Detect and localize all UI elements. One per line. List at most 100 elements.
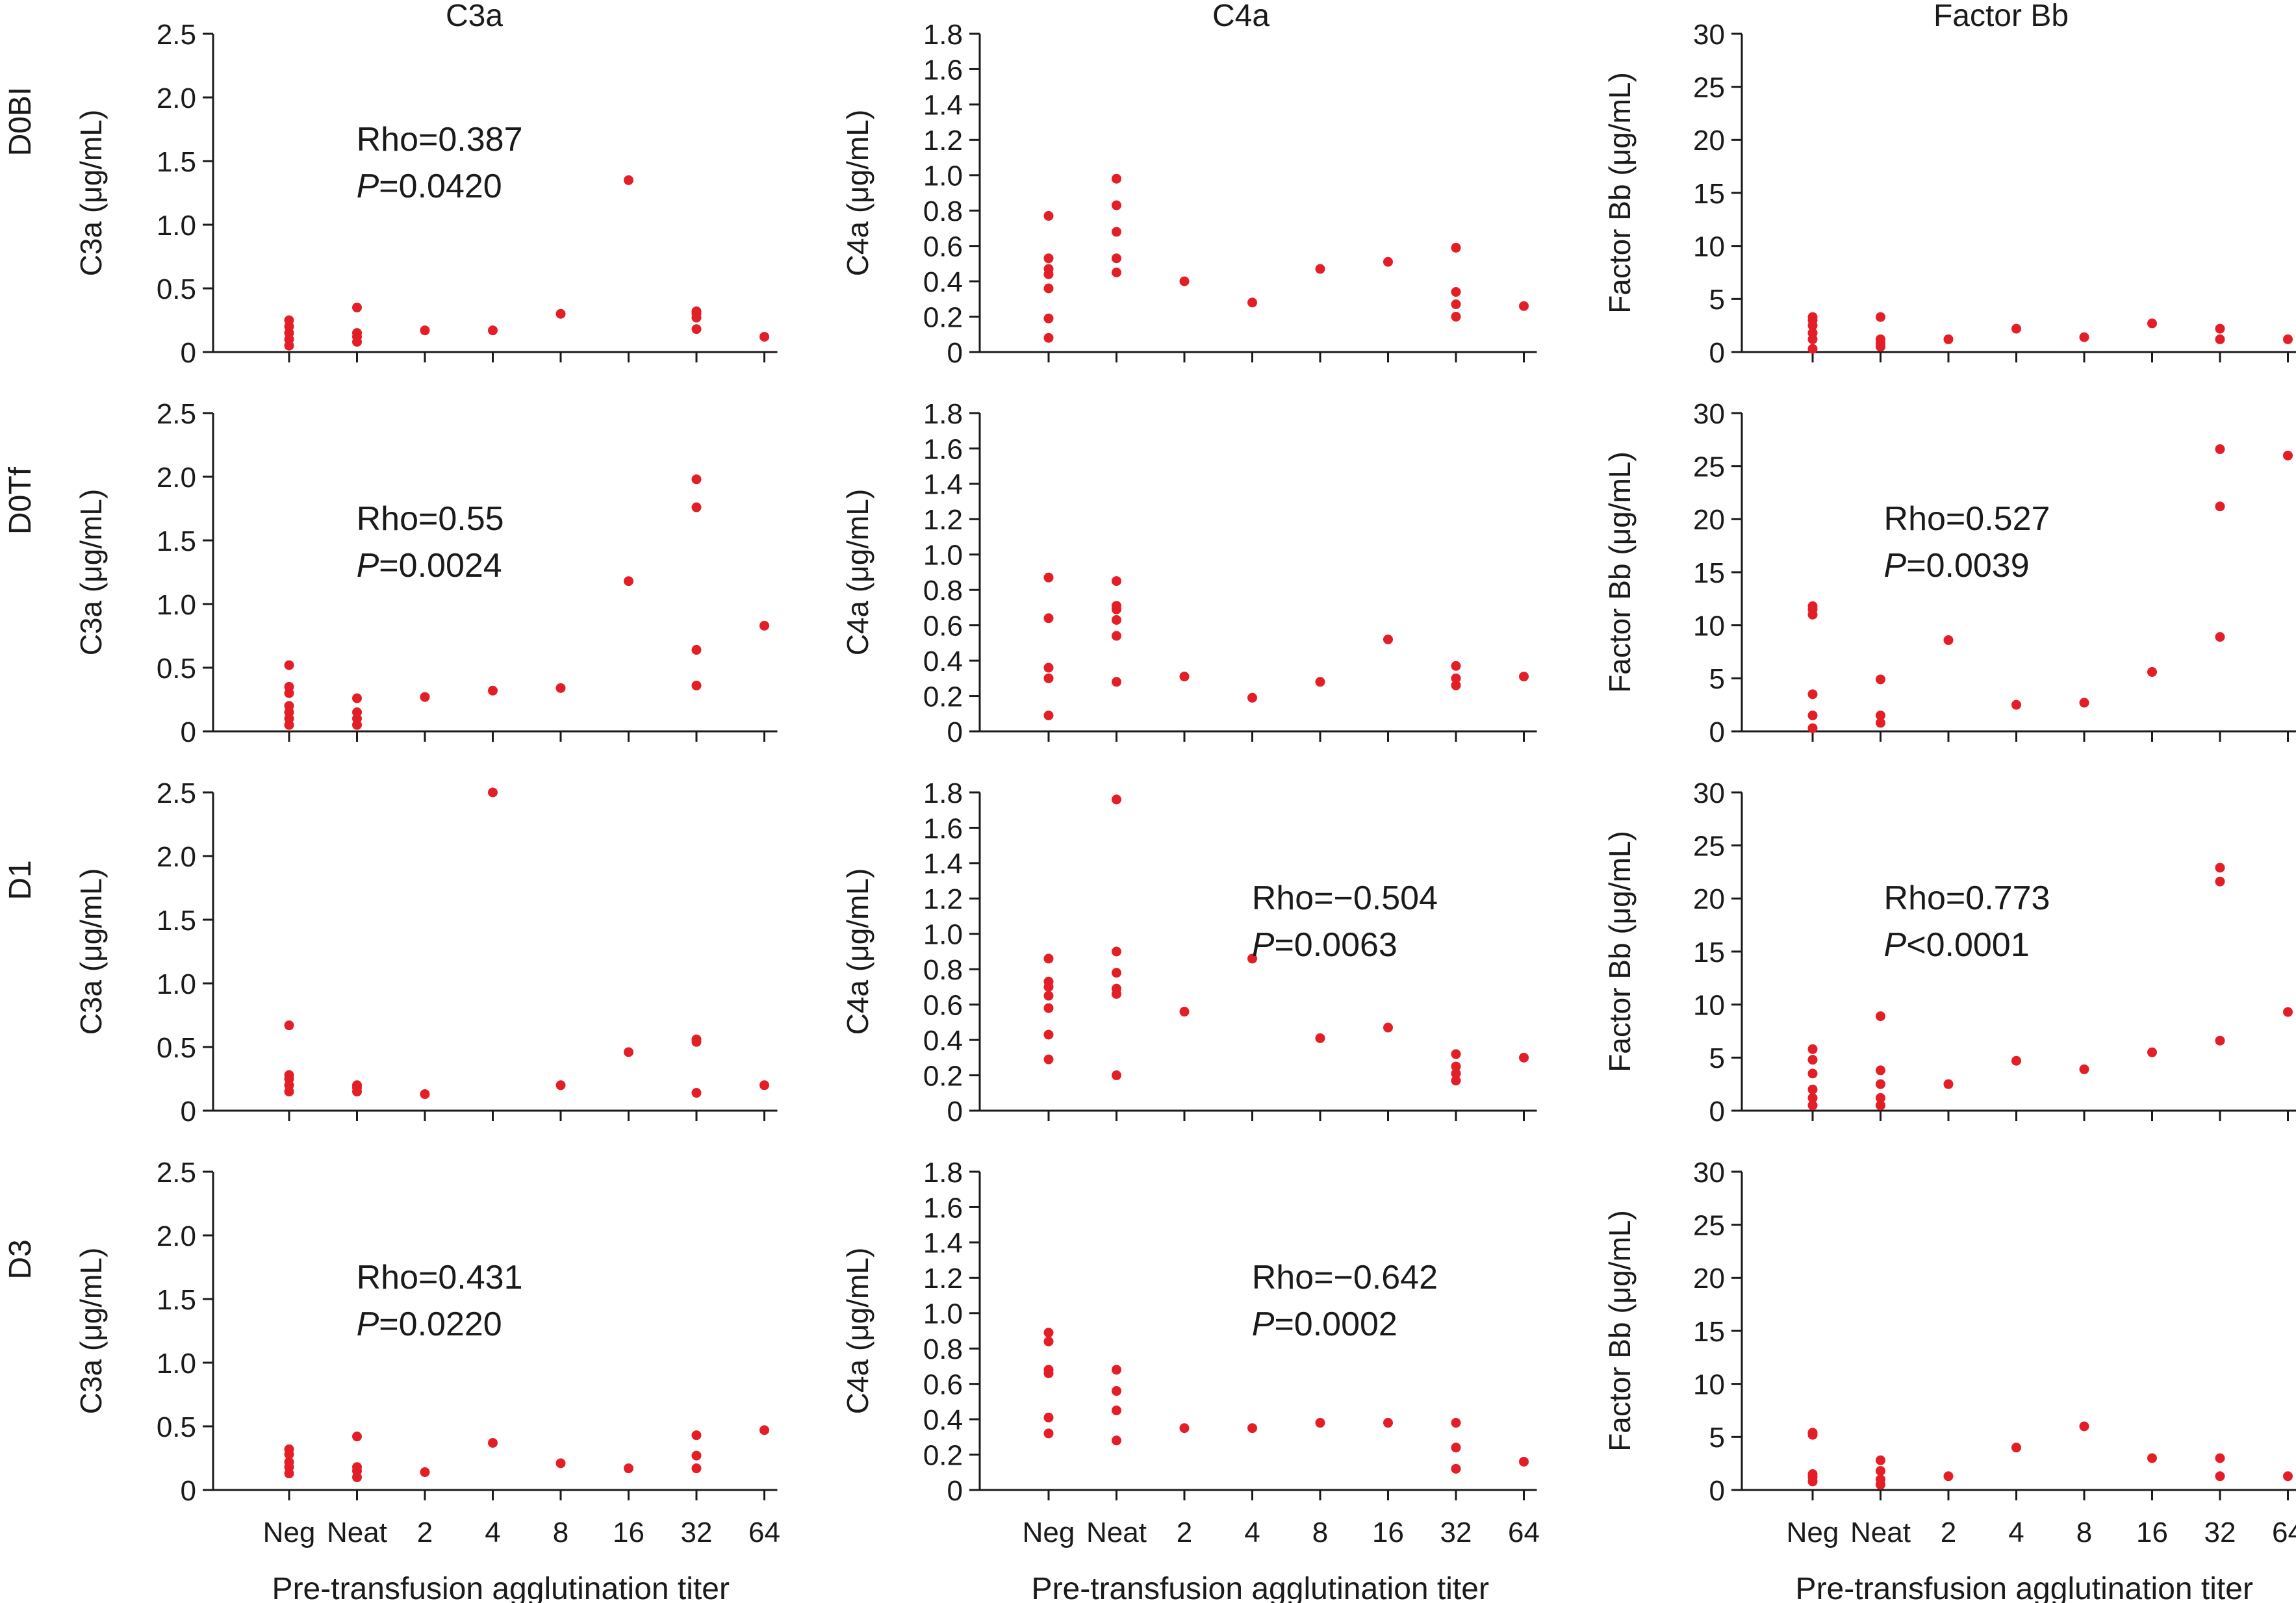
y-axis-label: Factor Bb (μg/mL)	[1603, 451, 1637, 693]
data-point	[352, 693, 362, 703]
data-point	[1043, 711, 1054, 720]
p-symbol: P	[1252, 926, 1275, 964]
rho-annotation: Rho=0.527	[1884, 500, 2050, 538]
data-point	[2147, 1453, 2157, 1463]
data-point	[759, 331, 769, 342]
data-point	[2079, 698, 2089, 708]
data-point	[1876, 674, 1885, 685]
y-tick-label: 1.0	[923, 160, 963, 192]
data-point	[691, 645, 702, 655]
data-point	[691, 306, 702, 316]
y-tick-label: 0.6	[923, 231, 963, 263]
data-point	[1112, 677, 1121, 687]
y-tick-label: 30	[1693, 777, 1725, 809]
y-tick-label: 0.2	[923, 1439, 963, 1471]
data-point	[1112, 253, 1121, 264]
data-point	[488, 1437, 498, 1448]
data-point	[1807, 601, 1818, 611]
data-point	[1807, 689, 1818, 700]
data-point	[1807, 723, 1818, 733]
y-tick-label: 1.6	[923, 54, 963, 86]
data-point	[691, 502, 702, 512]
y-tick-label: 15	[1693, 937, 1725, 968]
column-title: C4a	[1212, 0, 1269, 33]
y-tick-label: 15	[1693, 178, 1725, 210]
y-axis-label: Factor Bb (μg/mL)	[1603, 1210, 1637, 1452]
x-tick-label: 16	[1372, 1517, 1404, 1548]
y-tick-label: 25	[1693, 831, 1725, 863]
data-point	[352, 1080, 362, 1091]
y-tick-label: 0	[1709, 337, 1725, 369]
y-tick-label: 0	[947, 716, 963, 748]
p-value: =0.0024	[379, 547, 502, 585]
y-tick-label: 15	[1693, 557, 1725, 589]
data-point	[2079, 1421, 2089, 1432]
y-axis-label: Factor Bb (μg/mL)	[1603, 831, 1637, 1072]
data-point	[1451, 312, 1461, 322]
data-point	[2147, 1047, 2157, 1057]
data-point	[1876, 1466, 1885, 1476]
data-point	[1247, 953, 1257, 964]
data-point	[1451, 1076, 1461, 1086]
data-point	[1179, 276, 1190, 286]
y-tick-label: 25	[1693, 451, 1725, 483]
p-symbol: P	[357, 547, 379, 585]
y-tick-label: 5	[1709, 1042, 1725, 1074]
data-point	[284, 1457, 294, 1467]
data-point	[1451, 1068, 1461, 1079]
y-tick-label: 25	[1693, 72, 1725, 104]
data-point	[624, 175, 633, 185]
y-tick-label: 25	[1693, 1210, 1725, 1242]
data-point	[352, 328, 362, 338]
data-point	[1519, 1052, 1529, 1063]
data-point	[1043, 283, 1054, 294]
data-point	[2215, 863, 2225, 873]
data-point	[1807, 1100, 1818, 1111]
data-point	[1876, 1011, 1885, 1022]
data-point	[1807, 1055, 1818, 1065]
data-point	[1876, 1474, 1885, 1485]
y-tick-label: 30	[1693, 398, 1725, 430]
y-tick-label: 2.0	[157, 841, 196, 873]
data-point	[284, 315, 294, 325]
y-tick-label: 2.5	[157, 19, 196, 51]
y-tick-label: 0	[947, 1475, 963, 1507]
data-point	[1112, 1406, 1121, 1415]
data-point	[2215, 334, 2225, 344]
y-axis-label: C4a (μg/mL)	[841, 110, 874, 277]
y-tick-label: 0	[947, 337, 963, 369]
data-point	[1519, 672, 1529, 682]
data-point	[1043, 613, 1054, 624]
data-point	[488, 325, 498, 336]
data-point	[1112, 227, 1121, 237]
y-tick-label: 0.2	[923, 1060, 963, 1092]
data-point	[1383, 1418, 1393, 1428]
y-tick-label: 30	[1693, 1157, 1725, 1189]
data-point	[2079, 1064, 2089, 1074]
y-axis-label: C3a (μg/mL)	[74, 1248, 108, 1415]
column-title: Factor Bb	[1933, 0, 2069, 33]
data-point	[1315, 264, 1325, 274]
data-point	[1451, 673, 1461, 683]
x-axis-label: Pre-transfusion agglutination titer	[1796, 1572, 2253, 1603]
data-point	[1179, 1007, 1190, 1017]
y-tick-label: 0	[181, 337, 196, 369]
data-point	[691, 1034, 702, 1044]
data-point	[1876, 312, 1885, 322]
data-point	[2283, 334, 2293, 344]
data-point	[2215, 501, 2225, 512]
x-axis-label: Pre-transfusion agglutination titer	[272, 1572, 730, 1603]
y-tick-label: 0.2	[923, 301, 963, 333]
p-value-annotation: P=0.0039	[1884, 547, 2030, 585]
data-point	[1807, 1092, 1818, 1103]
data-point	[1876, 1100, 1885, 1111]
y-tick-label: 0.4	[923, 266, 963, 298]
y-tick-label: 1.4	[923, 469, 963, 501]
data-point	[1807, 1469, 1818, 1479]
x-tick-label: Neg	[1787, 1517, 1839, 1548]
data-point	[1043, 1412, 1054, 1422]
data-point	[1043, 572, 1054, 583]
y-tick-label: 0.8	[923, 1333, 963, 1365]
data-point	[1876, 1455, 1885, 1465]
x-tick-label: 4	[2008, 1517, 2024, 1548]
